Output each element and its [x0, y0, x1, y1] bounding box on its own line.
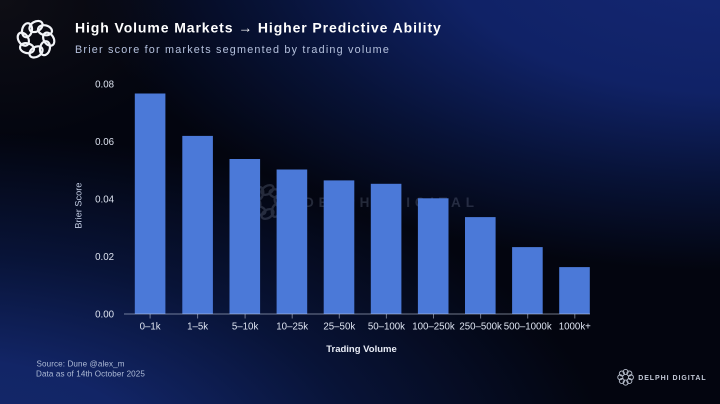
svg-text:0.00: 0.00 — [95, 310, 114, 321]
svg-text:Brier score for markets segmen: Brier score for markets segmented by tra… — [75, 44, 390, 56]
svg-text:10–25k: 10–25k — [276, 321, 308, 332]
svg-text:Trading Volume: Trading Volume — [326, 344, 397, 355]
svg-text:1000k+: 1000k+ — [559, 321, 591, 332]
svg-text:0.02: 0.02 — [95, 252, 114, 263]
svg-text:250–500k: 250–500k — [459, 321, 502, 332]
svg-text:500–1000k: 500–1000k — [504, 321, 552, 332]
svg-text:DELPHI DIGITAL: DELPHI DIGITAL — [638, 375, 706, 382]
svg-text:Brier Score: Brier Score — [74, 183, 84, 229]
svg-text:0.06: 0.06 — [95, 137, 114, 148]
svg-text:High Volume Markets → Higher P: High Volume Markets → Higher Predictive … — [75, 20, 442, 36]
svg-text:Data as of 14th October 2025: Data as of 14th October 2025 — [36, 369, 145, 378]
svg-text:100–250k: 100–250k — [412, 321, 455, 332]
svg-text:25–50k: 25–50k — [323, 321, 355, 332]
svg-text:0.08: 0.08 — [95, 80, 114, 91]
svg-text:50–100k: 50–100k — [368, 321, 405, 332]
svg-text:1–5k: 1–5k — [187, 321, 208, 332]
svg-text:5–10k: 5–10k — [232, 321, 259, 332]
svg-text:0.04: 0.04 — [95, 195, 114, 206]
svg-text:Source: Dune @alex_m: Source: Dune @alex_m — [37, 360, 125, 369]
svg-text:0–1k: 0–1k — [140, 321, 161, 332]
